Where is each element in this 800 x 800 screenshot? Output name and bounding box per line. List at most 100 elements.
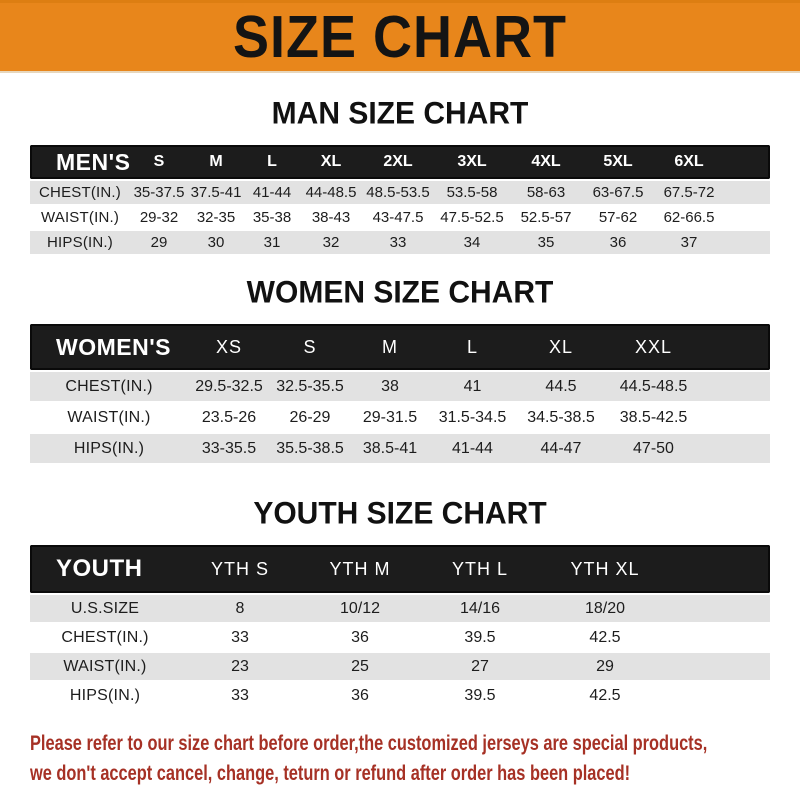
size-column-header: XXL <box>607 324 700 370</box>
spacer-cell <box>700 434 770 463</box>
measurement-row: WAIST(IN.) 23 25 27 29 <box>30 653 770 680</box>
size-value: 38.5-42.5 <box>607 403 700 432</box>
size-value: 10/12 <box>300 595 420 622</box>
row-label: CHEST(IN.) <box>30 624 180 651</box>
size-column-header: XL <box>515 324 607 370</box>
measurement-row: WAIST(IN.) 23.5-26 26-29 29-31.5 31.5-34.5 34… <box>30 403 770 432</box>
measurement-row: HIPS(IN.) 33-35.5 35.5-38.5 38.5-41 41-44 44-… <box>30 434 770 463</box>
row-label: WAIST(IN.) <box>30 206 130 229</box>
footer-note: Please refer to our size chart before or… <box>30 729 800 789</box>
spacer-cell <box>670 624 770 651</box>
header-row: WOMEN'S XS S M L XL XXL <box>30 324 770 370</box>
size-value: 32.5-35.5 <box>270 372 350 401</box>
measurement-row: HIPS(IN.) 29 30 31 32 33 34 35 36 37 <box>30 231 770 254</box>
size-value: 33 <box>180 624 300 651</box>
spacer-cell <box>724 206 770 229</box>
footer-note-line-1: Please refer to our size chart before or… <box>30 732 708 755</box>
size-value: 33 <box>180 682 300 709</box>
size-column-header: S <box>130 145 188 179</box>
spacer-cell <box>670 682 770 709</box>
measurement-row: HIPS(IN.) 33 36 39.5 42.5 <box>30 682 770 709</box>
size-value: 23.5-26 <box>188 403 270 432</box>
size-value: 29 <box>130 231 188 254</box>
size-column-header: YTH L <box>420 545 540 593</box>
size-value: 39.5 <box>420 624 540 651</box>
size-value: 37.5-41 <box>188 181 244 204</box>
size-value: 41 <box>430 372 515 401</box>
row-label: U.S.SIZE <box>30 595 180 622</box>
size-value: 33-35.5 <box>188 434 270 463</box>
size-value: 34 <box>434 231 510 254</box>
size-value: 29.5-32.5 <box>188 372 270 401</box>
spacer-cell <box>670 545 770 593</box>
size-value: 38 <box>350 372 430 401</box>
spacer-cell <box>670 595 770 622</box>
man-size-chart-section: MAN SIZE CHART MEN'S S M L XL 2XL 3XL 4XL 5XL 6XL… <box>0 96 800 256</box>
size-column-header: XS <box>188 324 270 370</box>
size-value: 23 <box>180 653 300 680</box>
size-value: 58-63 <box>510 181 582 204</box>
spacer-cell <box>700 372 770 401</box>
size-column-header: 2XL <box>362 145 434 179</box>
size-value: 53.5-58 <box>434 181 510 204</box>
mens-size-table: MEN'S S M L XL 2XL 3XL 4XL 5XL 6XL CHEST(IN.) 35-37… <box>30 143 770 256</box>
size-chart-sections: MAN SIZE CHART MEN'S S M L XL 2XL 3XL 4XL 5XL 6XL… <box>0 96 800 711</box>
size-value: 47.5-52.5 <box>434 206 510 229</box>
youth-size-chart-section: YOUTH SIZE CHART YOUTH YTH S YTH M YTH L YTH… <box>0 496 800 711</box>
size-value: 25 <box>300 653 420 680</box>
size-column-header: XL <box>300 145 362 179</box>
row-label: WAIST(IN.) <box>30 403 188 432</box>
spacer-cell <box>700 403 770 432</box>
row-label: CHEST(IN.) <box>30 181 130 204</box>
size-value: 32-35 <box>188 206 244 229</box>
size-value: 43-47.5 <box>362 206 434 229</box>
women-section-heading: WOMEN SIZE CHART <box>246 275 554 310</box>
size-value: 38.5-41 <box>350 434 430 463</box>
header-row: MEN'S S M L XL 2XL 3XL 4XL 5XL 6XL <box>30 145 770 179</box>
size-value: 8 <box>180 595 300 622</box>
size-value: 35 <box>510 231 582 254</box>
size-value: 47-50 <box>607 434 700 463</box>
womens-size-table: WOMEN'S XS S M L XL XXL CHEST(IN.) 29.5-32.5 32.5… <box>30 322 770 465</box>
measurement-row: WAIST(IN.) 29-32 32-35 35-38 38-43 43-47.5 47.… <box>30 206 770 229</box>
size-value: 44.5 <box>515 372 607 401</box>
size-value: 29 <box>540 653 670 680</box>
size-value: 67.5-72 <box>654 181 724 204</box>
size-value: 38-43 <box>300 206 362 229</box>
size-value: 42.5 <box>540 682 670 709</box>
size-value: 37 <box>654 231 724 254</box>
size-value: 31 <box>244 231 300 254</box>
measurement-row: CHEST(IN.) 33 36 39.5 42.5 <box>30 624 770 651</box>
size-value: 39.5 <box>420 682 540 709</box>
spacer-cell <box>724 181 770 204</box>
row-label: HIPS(IN.) <box>30 434 188 463</box>
size-value: 26-29 <box>270 403 350 432</box>
size-value: 18/20 <box>540 595 670 622</box>
spacer-cell <box>670 653 770 680</box>
measurement-row: CHEST(IN.) 29.5-32.5 32.5-35.5 38 41 44.5 44.5… <box>30 372 770 401</box>
size-value: 44-48.5 <box>300 181 362 204</box>
spacer-cell <box>724 231 770 254</box>
youth-size-table: YOUTH YTH S YTH M YTH L YTH XL U.S.SIZE 8 10/12… <box>30 543 770 711</box>
women-size-chart-section: WOMEN SIZE CHART WOMEN'S XS S M L XL XXL CHEST(… <box>0 275 800 465</box>
size-value: 29-31.5 <box>350 403 430 432</box>
youth-section-heading: YOUTH SIZE CHART <box>253 496 547 531</box>
size-value: 36 <box>300 682 420 709</box>
size-chart-banner: SIZE CHART <box>0 0 800 73</box>
size-value: 27 <box>420 653 540 680</box>
size-column-header: 3XL <box>434 145 510 179</box>
size-value: 57-62 <box>582 206 654 229</box>
size-value: 48.5-53.5 <box>362 181 434 204</box>
size-column-header: L <box>430 324 515 370</box>
table-title-cell: YOUTH <box>30 545 180 593</box>
man-section-heading: MAN SIZE CHART <box>271 96 529 131</box>
row-label: WAIST(IN.) <box>30 653 180 680</box>
size-value: 41-44 <box>430 434 515 463</box>
size-column-header: L <box>244 145 300 179</box>
banner-title: SIZE CHART <box>233 3 567 70</box>
size-value: 36 <box>582 231 654 254</box>
size-value: 30 <box>188 231 244 254</box>
size-value: 41-44 <box>244 181 300 204</box>
size-column-header: M <box>350 324 430 370</box>
row-label: CHEST(IN.) <box>30 372 188 401</box>
